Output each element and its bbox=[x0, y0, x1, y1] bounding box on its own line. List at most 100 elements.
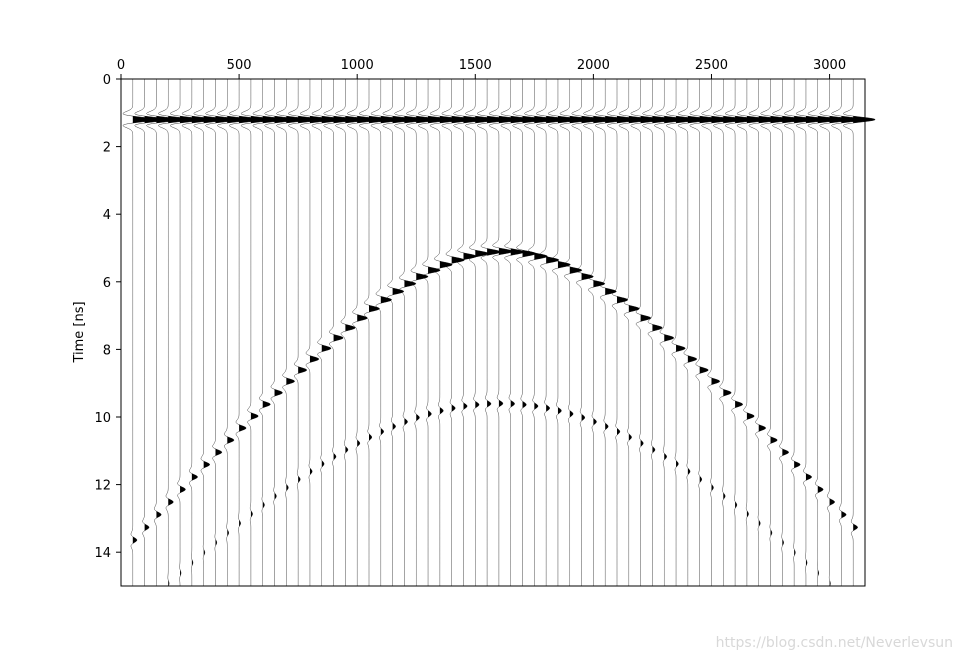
trace-line bbox=[831, 79, 864, 587]
trace-line bbox=[370, 79, 404, 586]
trace-line bbox=[795, 79, 829, 586]
trace-line bbox=[170, 79, 203, 587]
trace-line bbox=[595, 79, 628, 586]
trace-fill bbox=[357, 79, 380, 586]
trace-line bbox=[240, 79, 274, 586]
trace-line bbox=[725, 79, 758, 586]
trace-fill bbox=[652, 79, 675, 586]
trace-line bbox=[547, 79, 581, 586]
trace-line bbox=[358, 79, 392, 586]
trace-line bbox=[772, 79, 805, 586]
trace-fill bbox=[428, 79, 451, 586]
trace-fill bbox=[758, 79, 781, 586]
trace-line bbox=[418, 79, 451, 586]
trace-fill bbox=[522, 79, 545, 586]
trace-line bbox=[642, 79, 675, 586]
trace-fill bbox=[770, 79, 793, 586]
trace-line bbox=[158, 79, 191, 587]
trace-line bbox=[843, 79, 876, 586]
trace-fill bbox=[451, 79, 474, 586]
trace-fill bbox=[546, 79, 569, 586]
trace-line bbox=[512, 79, 545, 586]
trace-fill bbox=[534, 79, 557, 586]
trace-fill bbox=[404, 79, 427, 586]
trace-line bbox=[394, 79, 427, 586]
trace-line bbox=[583, 79, 616, 586]
x-tick-label: 2000 bbox=[577, 58, 610, 73]
trace-fill bbox=[628, 79, 651, 586]
y-tick-label: 6 bbox=[103, 276, 111, 291]
trace-fill bbox=[239, 79, 262, 586]
trace-fill bbox=[805, 79, 828, 586]
x-tick-label: 3000 bbox=[813, 58, 846, 73]
trace-line bbox=[465, 79, 498, 586]
trace-fill bbox=[392, 79, 415, 586]
y-tick-label: 4 bbox=[103, 208, 111, 223]
trace-line bbox=[736, 79, 770, 586]
trace-fill bbox=[144, 79, 167, 586]
trace-line bbox=[760, 79, 793, 586]
trace-fill bbox=[369, 79, 391, 586]
trace-line bbox=[500, 79, 533, 586]
trace-line bbox=[181, 79, 215, 586]
trace-fill bbox=[309, 79, 332, 586]
trace-line bbox=[264, 79, 297, 586]
trace-fill bbox=[439, 79, 462, 586]
trace-line bbox=[276, 79, 309, 586]
trace-fill bbox=[557, 79, 580, 586]
trace-line bbox=[193, 79, 226, 586]
trace-line bbox=[784, 79, 817, 586]
trace-line bbox=[689, 79, 722, 586]
trace-fill bbox=[227, 79, 250, 586]
trace-line bbox=[807, 79, 841, 586]
trace-fill bbox=[746, 79, 769, 586]
trace-fill bbox=[298, 79, 321, 586]
trace-line bbox=[382, 79, 415, 586]
x-tick-label: 1000 bbox=[341, 58, 374, 73]
trace-fill bbox=[180, 79, 203, 586]
trace-fill bbox=[605, 79, 628, 586]
trace-fill bbox=[640, 79, 663, 586]
trace-fill bbox=[286, 79, 309, 586]
trace-fill bbox=[191, 79, 214, 586]
trace-fill bbox=[510, 79, 533, 586]
trace-fill bbox=[215, 79, 238, 586]
trace-fill bbox=[203, 79, 226, 586]
trace-fill bbox=[416, 79, 439, 586]
x-ticks: 0 500 1000 1500 2000 2500 3000 bbox=[117, 58, 846, 79]
trace-fill bbox=[841, 79, 864, 586]
trace-line bbox=[288, 79, 321, 586]
trace-line bbox=[252, 79, 285, 586]
trace-fill bbox=[735, 79, 758, 586]
y-tick-label: 0 bbox=[103, 73, 111, 88]
trace-line bbox=[713, 79, 746, 586]
y-tick-label: 12 bbox=[94, 479, 111, 494]
traces-group bbox=[122, 79, 876, 587]
trace-fill bbox=[156, 79, 179, 586]
x-tick-label: 2500 bbox=[695, 58, 728, 73]
trace-line bbox=[205, 79, 238, 586]
trace-line bbox=[536, 79, 569, 586]
trace-line bbox=[217, 79, 250, 586]
trace-fill bbox=[475, 79, 498, 586]
trace-line bbox=[299, 79, 333, 586]
trace-line bbox=[654, 79, 687, 586]
trace-line bbox=[347, 79, 380, 586]
trace-fill bbox=[687, 79, 710, 586]
trace-fill bbox=[569, 79, 592, 586]
y-tick-label: 2 bbox=[103, 141, 111, 156]
trace-line bbox=[606, 79, 640, 586]
trace-fill bbox=[711, 79, 734, 586]
trace-fill bbox=[262, 79, 285, 586]
trace-line bbox=[618, 79, 652, 586]
trace-fill bbox=[132, 79, 155, 586]
trace-fill bbox=[498, 79, 521, 586]
trace-fill bbox=[581, 79, 604, 586]
trace-line bbox=[122, 79, 156, 586]
trace-line bbox=[748, 79, 781, 586]
trace-fill bbox=[380, 79, 403, 586]
trace-fill bbox=[463, 79, 486, 586]
y-tick-label: 14 bbox=[94, 546, 111, 561]
trace-fill bbox=[664, 79, 687, 586]
